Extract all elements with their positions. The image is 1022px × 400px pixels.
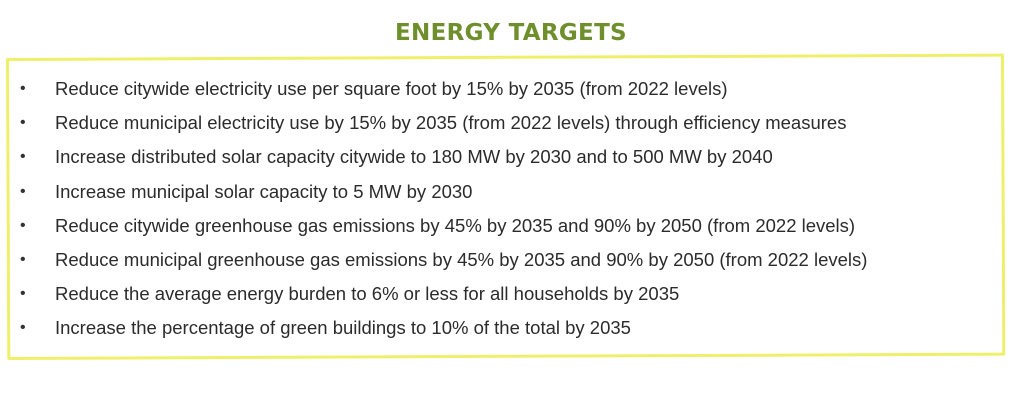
bullet-icon: • bbox=[20, 80, 26, 97]
list-item-text: Increase municipal solar capacity to 5 M… bbox=[55, 180, 473, 202]
list-item: • Reduce citywide electricity use per sq… bbox=[0, 72, 1000, 106]
list-item-text: Reduce municipal greenhouse gas emission… bbox=[55, 248, 868, 270]
list-item: • Increase the percentage of green build… bbox=[0, 311, 1000, 345]
list-item-text: Reduce municipal electricity use by 15% … bbox=[55, 112, 847, 134]
bullet-icon: • bbox=[20, 148, 26, 166]
list-item: • Increase distributed solar capacity ci… bbox=[0, 140, 1000, 174]
list-item-text: Reduce citywide greenhouse gas emissions… bbox=[55, 214, 856, 236]
list-item-text: Increase the percentage of green buildin… bbox=[55, 317, 631, 339]
list-item: • Reduce municipal greenhouse gas emissi… bbox=[0, 243, 1000, 277]
bullet-icon: • bbox=[20, 250, 26, 268]
list-item-text: Increase distributed solar capacity city… bbox=[55, 146, 773, 168]
list-item: • Reduce citywide greenhouse gas emissio… bbox=[0, 209, 1000, 243]
bullet-icon: • bbox=[20, 182, 26, 200]
page-title: ENERGY TARGETS bbox=[395, 20, 627, 46]
bullet-icon: • bbox=[20, 285, 26, 303]
targets-list: • Reduce citywide electricity use per sq… bbox=[0, 72, 1000, 346]
bullet-icon: • bbox=[20, 114, 26, 132]
list-item: • Reduce the average energy burden to 6%… bbox=[0, 277, 1000, 311]
list-item: • Reduce municipal electricity use by 15… bbox=[0, 106, 1000, 140]
list-item: • Increase municipal solar capacity to 5… bbox=[0, 175, 1000, 209]
bullet-icon: • bbox=[20, 216, 26, 234]
list-item-text: Reduce the average energy burden to 6% o… bbox=[55, 283, 680, 305]
bullet-icon: • bbox=[20, 319, 26, 337]
list-item-text: Reduce citywide electricity use per squa… bbox=[55, 78, 728, 99]
